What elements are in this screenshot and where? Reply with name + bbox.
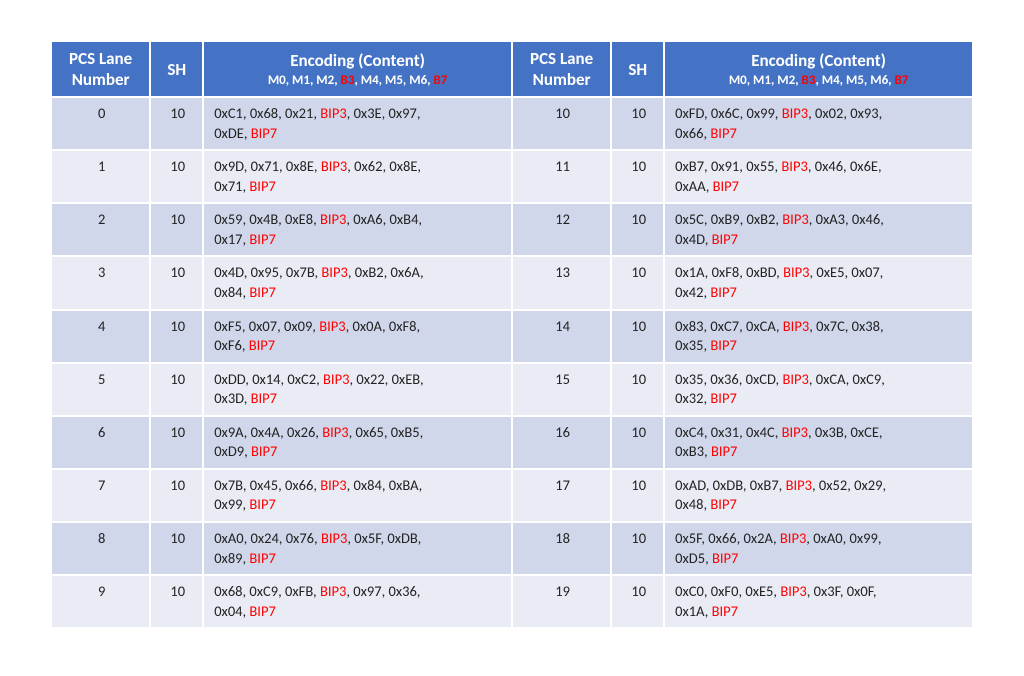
lane-cell: 10 [512,97,611,150]
sh-cell: 10 [611,575,664,628]
sh-cell: 10 [611,416,664,469]
table-row: 4100xF5, 0x07, 0x09, BIP3, 0x0A, 0xF8, 0… [51,310,973,363]
encoding-cell: 0x59, 0x4B, 0xE8, BIP3, 0xA6, 0xB4, 0x17… [203,203,512,256]
encoding-cell: 0xC1, 0x68, 0x21, BIP3, 0x3E, 0x97, 0xDE… [203,97,512,150]
table-row: 3100x4D, 0x95, 0x7B, BIP3, 0xB2, 0x6A, 0… [51,256,973,309]
table-body: 0100xC1, 0x68, 0x21, BIP3, 0x3E, 0x97, 0… [51,97,973,628]
sh-cell: 10 [611,469,664,522]
lane-cell: 11 [512,150,611,203]
col-encoding-right: Encoding (Content) M0, M1, M2, B3, M4, M… [664,41,973,97]
sh-cell: 10 [611,203,664,256]
sh-cell: 10 [150,416,203,469]
sh-cell: 10 [150,469,203,522]
sh-cell: 10 [150,363,203,416]
encoding-cell: 0xAD, 0xDB, 0xB7, BIP3, 0x52, 0x29, 0x48… [664,469,973,522]
encoding-sub-left: M0, M1, M2, B3, M4, M5, M6, B7 [210,73,505,88]
encoding-cell: 0xA0, 0x24, 0x76, BIP3, 0x5F, 0xDB, 0x89… [203,522,512,575]
col-lane-right: PCS Lane Number [512,41,611,97]
lane-cell: 9 [51,575,150,628]
encoding-cell: 0x68, 0xC9, 0xFB, BIP3, 0x97, 0x36, 0x04… [203,575,512,628]
encoding-cell: 0xB7, 0x91, 0x55, BIP3, 0x46, 0x6E, 0xAA… [664,150,973,203]
table-row: 9100x68, 0xC9, 0xFB, BIP3, 0x97, 0x36, 0… [51,575,973,628]
encoding-cell: 0xF5, 0x07, 0x09, BIP3, 0x0A, 0xF8, 0xF6… [203,310,512,363]
encoding-cell: 0x4D, 0x95, 0x7B, BIP3, 0xB2, 0x6A, 0x84… [203,256,512,309]
sh-cell: 10 [150,256,203,309]
sh-cell: 10 [611,150,664,203]
table-row: 0100xC1, 0x68, 0x21, BIP3, 0x3E, 0x97, 0… [51,97,973,150]
table-container: PCS Lane Number SH Encoding (Content) M0… [0,0,1024,629]
lane-cell: 13 [512,256,611,309]
lane-cell: 1 [51,150,150,203]
encoding-cell: 0x1A, 0xF8, 0xBD, BIP3, 0xE5, 0x07, 0x42… [664,256,973,309]
table-row: 7100x7B, 0x45, 0x66, BIP3, 0x84, 0xBA, 0… [51,469,973,522]
encoding-cell: 0x35, 0x36, 0xCD, BIP3, 0xCA, 0xC9, 0x32… [664,363,973,416]
table-row: 2100x59, 0x4B, 0xE8, BIP3, 0xA6, 0xB4, 0… [51,203,973,256]
encoding-cell: 0xC0, 0xF0, 0xE5, BIP3, 0x3F, 0x0F, 0x1A… [664,575,973,628]
encoding-cell: 0xDD, 0x14, 0xC2, BIP3, 0x22, 0xEB, 0x3D… [203,363,512,416]
sh-cell: 10 [150,575,203,628]
encoding-cell: 0x9A, 0x4A, 0x26, BIP3, 0x65, 0xB5, 0xD9… [203,416,512,469]
encoding-cell: 0xFD, 0x6C, 0x99, BIP3, 0x02, 0x93, 0x66… [664,97,973,150]
sh-cell: 10 [150,150,203,203]
sh-cell: 10 [611,97,664,150]
header-row: PCS Lane Number SH Encoding (Content) M0… [51,41,973,97]
lane-cell: 2 [51,203,150,256]
lane-cell: 6 [51,416,150,469]
lane-cell: 4 [51,310,150,363]
sh-cell: 10 [150,97,203,150]
table-row: 6100x9A, 0x4A, 0x26, BIP3, 0x65, 0xB5, 0… [51,416,973,469]
sh-cell: 10 [150,310,203,363]
encoding-cell: 0x9D, 0x71, 0x8E, BIP3, 0x62, 0x8E, 0x71… [203,150,512,203]
lane-cell: 15 [512,363,611,416]
lane-cell: 12 [512,203,611,256]
sh-cell: 10 [150,522,203,575]
lane-cell: 16 [512,416,611,469]
encoding-cell: 0x7B, 0x45, 0x66, BIP3, 0x84, 0xBA, 0x99… [203,469,512,522]
col-encoding-left: Encoding (Content) M0, M1, M2, B3, M4, M… [203,41,512,97]
encoding-cell: 0x5C, 0xB9, 0xB2, BIP3, 0xA3, 0x46, 0x4D… [664,203,973,256]
lane-cell: 3 [51,256,150,309]
lane-cell: 14 [512,310,611,363]
col-lane-left: PCS Lane Number [51,41,150,97]
sh-cell: 10 [611,256,664,309]
encoding-cell: 0xC4, 0x31, 0x4C, BIP3, 0x3B, 0xCE, 0xB3… [664,416,973,469]
table-row: 5100xDD, 0x14, 0xC2, BIP3, 0x22, 0xEB, 0… [51,363,973,416]
encoding-sub-right: M0, M1, M2, B3, M4, M5, M6, B7 [671,73,966,88]
encoding-cell: 0x83, 0xC7, 0xCA, BIP3, 0x7C, 0x38, 0x35… [664,310,973,363]
sh-cell: 10 [611,522,664,575]
sh-cell: 10 [150,203,203,256]
lane-cell: 18 [512,522,611,575]
sh-cell: 10 [611,310,664,363]
col-sh-right: SH [611,41,664,97]
sh-cell: 10 [611,363,664,416]
encoding-table: PCS Lane Number SH Encoding (Content) M0… [50,40,974,629]
lane-cell: 19 [512,575,611,628]
col-sh-left: SH [150,41,203,97]
table-row: 8100xA0, 0x24, 0x76, BIP3, 0x5F, 0xDB, 0… [51,522,973,575]
lane-cell: 0 [51,97,150,150]
lane-cell: 7 [51,469,150,522]
lane-cell: 8 [51,522,150,575]
lane-cell: 5 [51,363,150,416]
encoding-cell: 0x5F, 0x66, 0x2A, BIP3, 0xA0, 0x99, 0xD5… [664,522,973,575]
lane-cell: 17 [512,469,611,522]
table-row: 1100x9D, 0x71, 0x8E, BIP3, 0x62, 0x8E, 0… [51,150,973,203]
